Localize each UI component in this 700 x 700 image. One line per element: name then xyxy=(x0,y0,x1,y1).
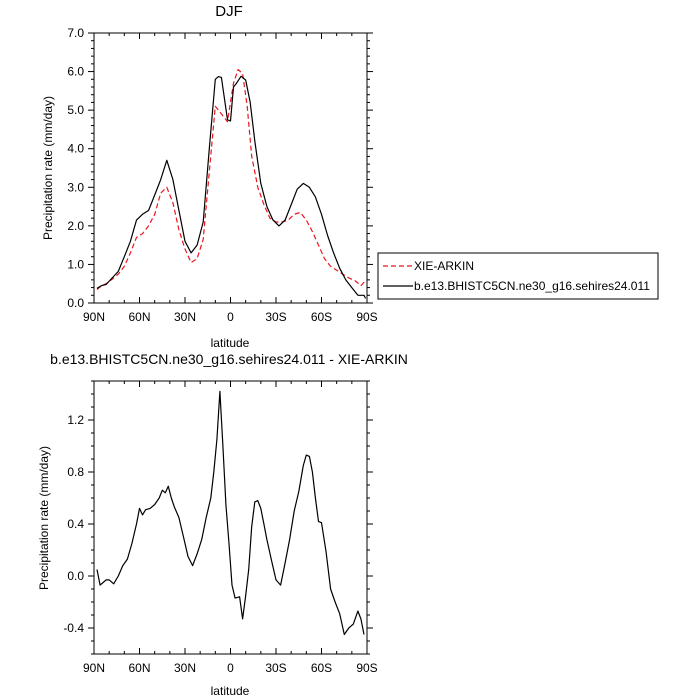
top-x-tick-label: 60S xyxy=(311,310,332,324)
top-x-tick-label: 0 xyxy=(227,310,234,324)
bottom-y-tick-label: 0.0 xyxy=(67,569,84,583)
bottom-plot-frame xyxy=(93,380,368,655)
legend-box xyxy=(377,252,659,300)
bottom-y-tick-label: 1.2 xyxy=(67,413,84,427)
top-y-tick-label: 2.0 xyxy=(67,219,84,233)
top-x-tick-label: 60N xyxy=(128,310,150,324)
bottom-x-tick-label: 90S xyxy=(356,661,377,675)
top-y-tick-label: 0.0 xyxy=(67,296,84,310)
legend: XIE-ARKIN b.e13.BHISTC5CN.ne30_g16.sehir… xyxy=(377,252,659,300)
bottom-x-tick-label: 0 xyxy=(227,661,234,675)
bottom-y-tick-label: -0.4 xyxy=(63,621,84,635)
top-plot-frame xyxy=(93,32,368,304)
bottom-y-tick-label: 0.8 xyxy=(67,465,84,479)
top-y-tick-label: 7.0 xyxy=(67,26,84,40)
top-x-axis-label: latitude xyxy=(211,336,250,350)
bottom-x-tick-label: 30N xyxy=(174,661,196,675)
bottom-x-axis-label: latitude xyxy=(211,684,250,698)
top-chart-title: DJF xyxy=(215,3,243,20)
top-y-tick-label: 1.0 xyxy=(67,257,84,271)
top-y-axis-label: Precipitation rate (mm/day) xyxy=(41,96,55,240)
bottom-y-tick-label: 0.4 xyxy=(67,517,84,531)
bottom-x-tick-label: 60S xyxy=(311,661,332,675)
top-series-line-xie-arkin xyxy=(96,68,366,290)
bottom-x-tick-label: 30S xyxy=(265,661,286,675)
top-y-tick-label: 4.0 xyxy=(67,142,84,156)
top-x-tick-label: 90N xyxy=(83,310,105,324)
legend-label-xie-arkin: XIE-ARKIN xyxy=(414,259,474,273)
bottom-x-tick-label: 60N xyxy=(128,661,150,675)
top-y-tick-label: 5.0 xyxy=(67,103,84,117)
legend-label-model: b.e13.BHISTC5CN.ne30_g16.sehires24.011 xyxy=(414,279,650,293)
top-y-tick-label: 6.0 xyxy=(67,65,84,79)
top-y-tick-label: 3.0 xyxy=(67,180,84,194)
bottom-chart: b.e13.BHISTC5CN.ne30_g16.sehires24.011 -… xyxy=(37,351,408,698)
bottom-chart-title: b.e13.BHISTC5CN.ne30_g16.sehires24.011 -… xyxy=(50,351,408,367)
top-x-tick-label: 30S xyxy=(265,310,286,324)
bottom-x-tick-label: 90N xyxy=(83,661,105,675)
bottom-series-line-difference xyxy=(96,390,365,636)
top-series-line-b-e13-bhistc5cn-ne30-g16-sehires24-011 xyxy=(96,75,367,299)
top-chart: DJF 90N 60N 30N 0 30S 60S 90S 0.0 1.0 2.0 3.0 4.0 5.… xyxy=(41,3,378,350)
top-x-tick-label: 90S xyxy=(356,310,377,324)
top-x-tick-label: 30N xyxy=(174,310,196,324)
bottom-y-axis-label: Precipitation rate (mm/day) xyxy=(37,446,51,590)
